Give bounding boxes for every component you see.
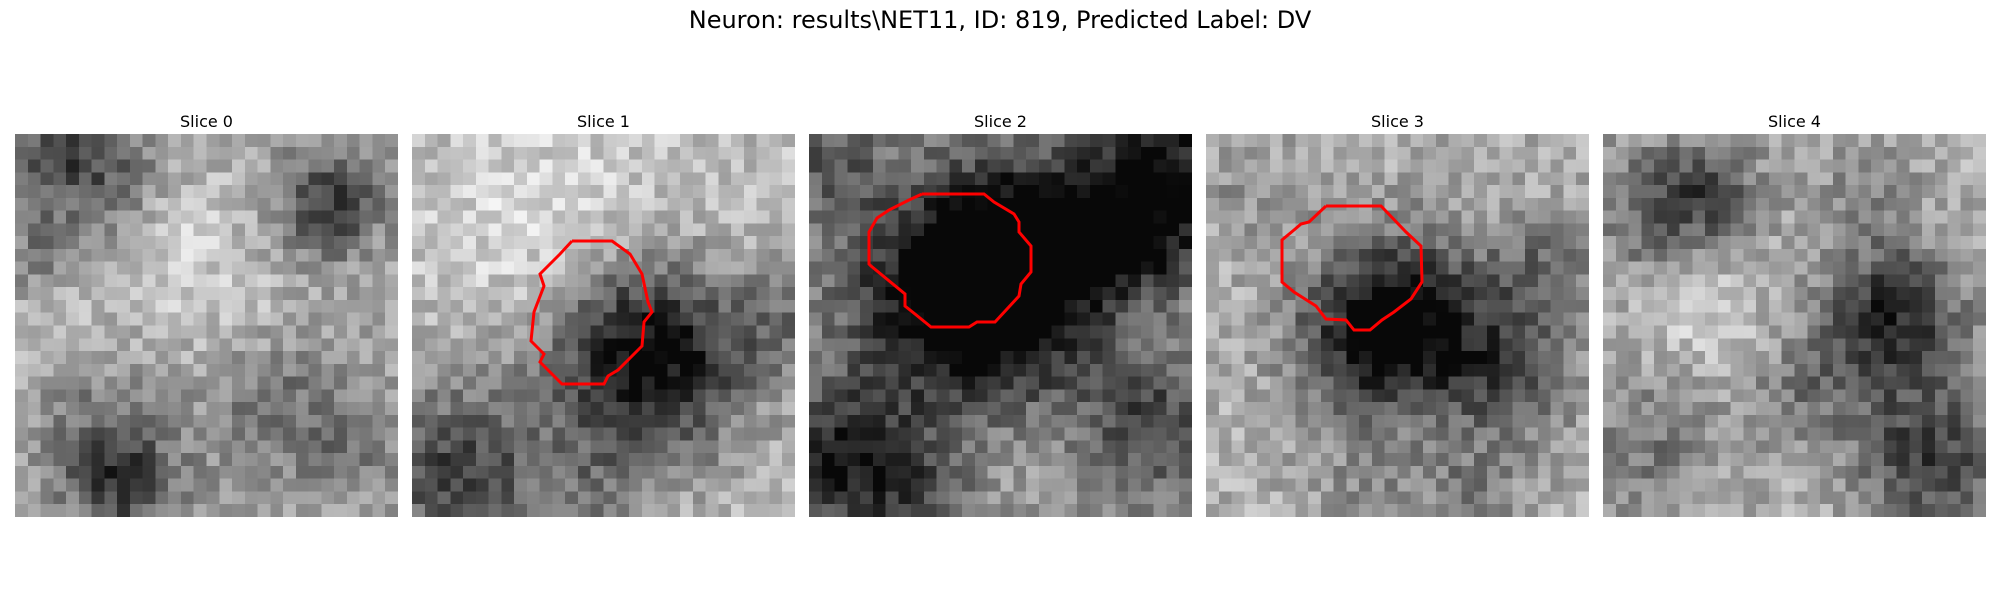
segmentation-contour — [867, 192, 1033, 329]
contour-overlay — [529, 239, 654, 386]
slice-panel-4: Slice 4 — [1603, 112, 1986, 517]
slice-title: Slice 0 — [180, 112, 233, 131]
slice-canvas — [809, 134, 1192, 517]
figure-title: Neuron: results\NET11, ID: 819, Predicte… — [688, 6, 1312, 34]
slice-title: Slice 4 — [1768, 112, 1821, 131]
slice-title: Slice 3 — [1371, 112, 1424, 131]
slice-canvas — [1603, 134, 1986, 517]
slice-panel-1: Slice 1 — [412, 112, 795, 517]
slice-panel-0: Slice 0 — [15, 112, 398, 517]
slice-panel-3: Slice 3 — [1206, 112, 1589, 517]
slice-image — [1206, 134, 1589, 517]
slice-title: Slice 2 — [974, 112, 1027, 131]
slice-canvas — [412, 134, 795, 517]
slice-canvas — [15, 134, 398, 517]
slice-image — [412, 134, 795, 517]
contour-overlay — [1280, 204, 1424, 332]
slice-title: Slice 1 — [577, 112, 630, 131]
slice-canvas — [1206, 134, 1589, 517]
contour-overlay — [867, 192, 1033, 329]
segmentation-contour — [1280, 204, 1424, 332]
slice-image — [809, 134, 1192, 517]
segmentation-contour — [529, 239, 654, 386]
slice-image — [15, 134, 398, 517]
slice-panel-2: Slice 2 — [809, 112, 1192, 517]
slice-image — [1603, 134, 1986, 517]
